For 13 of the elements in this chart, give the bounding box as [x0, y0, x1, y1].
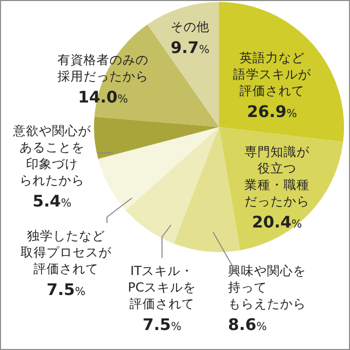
slice-label: 独学したなど取得プロセスが評価されて: [20, 228, 112, 276]
data-label: 7.5%: [46, 280, 86, 299]
slice-label: 意欲や関心があることを印象づけられたから: [12, 123, 92, 188]
slice-label: 英語力など語学スキルが評価されて: [233, 50, 312, 98]
slice-label: 興味や関心を持ってもらえたから: [228, 263, 306, 311]
data-label: 9.7%: [170, 38, 210, 57]
data-label: 7.5%: [142, 315, 182, 334]
data-label: 5.4%: [32, 192, 72, 210]
data-label: 8.6%: [228, 315, 267, 334]
data-label: 26.9%: [247, 102, 297, 121]
slice-label: ITスキル・PCスキルを評価されて: [128, 263, 196, 311]
slice-label: その他: [170, 19, 210, 34]
slice-label: 専門知識が役立つ業種・職種だったから: [244, 144, 310, 208]
